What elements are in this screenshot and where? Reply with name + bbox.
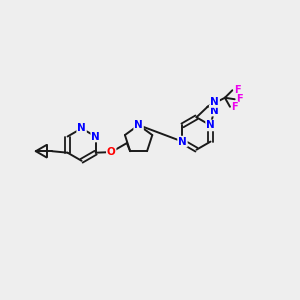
Text: F: F bbox=[234, 85, 241, 95]
Text: N: N bbox=[91, 131, 100, 142]
Text: O: O bbox=[107, 147, 116, 157]
Text: N: N bbox=[206, 120, 215, 130]
Text: N: N bbox=[178, 136, 187, 147]
Text: N: N bbox=[77, 123, 86, 134]
Text: F: F bbox=[232, 102, 238, 112]
Text: N: N bbox=[134, 120, 143, 130]
Text: N: N bbox=[210, 106, 218, 116]
Text: N: N bbox=[210, 97, 219, 107]
Text: F: F bbox=[236, 94, 243, 104]
